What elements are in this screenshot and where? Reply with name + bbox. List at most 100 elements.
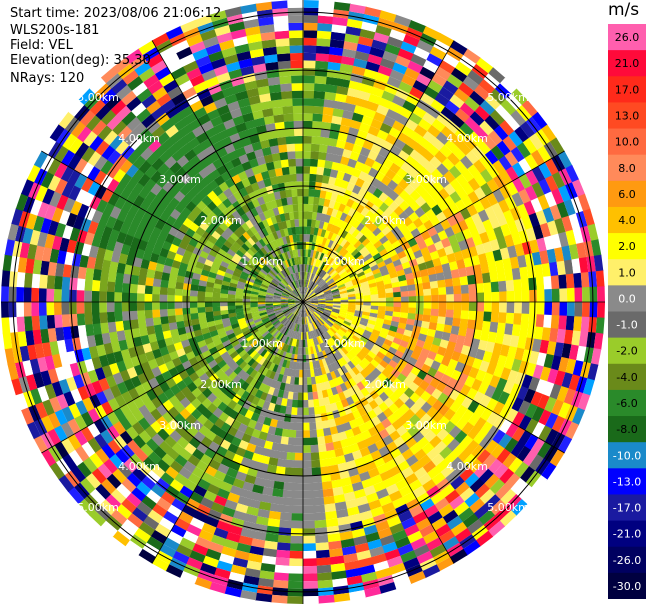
velocity-gate (110, 488, 127, 504)
velocity-gate (174, 308, 183, 316)
velocity-gate (258, 132, 269, 142)
velocity-gate (281, 351, 287, 360)
velocity-gate (433, 353, 444, 364)
velocity-gate (241, 390, 251, 401)
velocity-gate (242, 292, 251, 297)
velocity-gate (344, 567, 362, 578)
velocity-gate (475, 243, 486, 256)
velocity-gate (302, 528, 316, 536)
velocity-gate (376, 104, 390, 116)
velocity-gate (417, 473, 432, 486)
velocity-gate (272, 298, 281, 301)
velocity-gate (346, 134, 358, 145)
velocity-gate (174, 454, 188, 467)
velocity-gate (281, 318, 288, 325)
velocity-gate (421, 479, 437, 493)
velocity-gate (259, 287, 268, 293)
velocity-gate (162, 240, 173, 251)
velocity-gate (241, 352, 250, 361)
velocity-gate (280, 261, 286, 270)
velocity-gate (278, 282, 286, 289)
velocity-gate (295, 151, 304, 159)
colorbar-swatch (608, 337, 646, 365)
velocity-gate (120, 444, 135, 459)
velocity-gate (377, 527, 393, 540)
velocity-gate (391, 281, 400, 289)
velocity-gate (558, 315, 567, 331)
velocity-gate (259, 455, 270, 465)
velocity-gate (342, 205, 352, 215)
velocity-gate (414, 124, 428, 138)
velocity-gate (237, 535, 253, 546)
velocity-gate (294, 219, 300, 227)
velocity-gate (457, 507, 474, 523)
velocity-gate (417, 333, 427, 342)
velocity-gate (484, 206, 497, 220)
velocity-gate (368, 223, 378, 233)
velocity-gate (310, 151, 320, 160)
velocity-gate (314, 310, 322, 317)
velocity-gate (407, 60, 424, 74)
velocity-gate (493, 174, 506, 190)
velocity-gate (352, 280, 361, 286)
velocity-gate (333, 226, 341, 235)
velocity-gate (286, 143, 296, 152)
velocity-gate (296, 407, 303, 416)
velocity-gate (259, 562, 276, 573)
velocity-gate (109, 362, 120, 376)
velocity-gate (49, 396, 62, 413)
velocity-gate (375, 231, 386, 241)
velocity-gate (113, 168, 127, 183)
velocity-gate (439, 446, 453, 460)
velocity-gate (502, 258, 512, 271)
velocity-gate (192, 510, 208, 523)
velocity-gate (142, 133, 157, 148)
velocity-gate (405, 324, 414, 332)
velocity-gate (303, 317, 306, 325)
velocity-gate (151, 157, 165, 171)
velocity-gate (360, 317, 369, 324)
velocity-gate (333, 243, 341, 252)
velocity-gate (330, 570, 347, 580)
velocity-gate (479, 360, 490, 373)
velocity-gate (69, 226, 81, 242)
velocity-gate (373, 32, 390, 44)
velocity-gate (192, 323, 201, 332)
velocity-gate (226, 125, 239, 137)
velocity-gate (258, 356, 266, 366)
velocity-gate (427, 79, 444, 94)
velocity-gate (281, 343, 287, 352)
velocity-gate (263, 115, 276, 125)
velocity-gate (323, 289, 332, 294)
velocity-gate (286, 398, 293, 408)
field-label: Field: VEL (10, 38, 73, 53)
velocity-gate (330, 233, 338, 242)
velocity-gate (64, 251, 75, 266)
velocity-gate (254, 117, 266, 127)
velocity-gate (273, 480, 285, 490)
velocity-gate (318, 327, 324, 335)
velocity-gate (363, 329, 372, 337)
velocity-gate (489, 375, 501, 389)
azimuth-spoke (41, 301, 304, 454)
velocity-gate (453, 343, 464, 354)
velocity-gate (262, 341, 270, 349)
velocity-gate (9, 270, 18, 287)
velocity-gate (353, 105, 367, 116)
velocity-gate (295, 166, 304, 174)
velocity-gate (288, 302, 296, 305)
velocity-gate (418, 454, 432, 468)
velocity-gate (189, 289, 198, 297)
velocity-gate (287, 204, 294, 213)
velocity-gate (333, 334, 341, 342)
velocity-gate (423, 308, 432, 316)
velocity-gate (289, 45, 304, 54)
velocity-gate (412, 511, 428, 525)
velocity-gate (416, 302, 424, 309)
velocity-gate (199, 372, 210, 383)
velocity-gate (370, 236, 380, 246)
velocity-gate (564, 404, 578, 423)
velocity-gate (122, 273, 132, 284)
velocity-gate (466, 426, 481, 441)
velocity-gate (119, 159, 134, 174)
